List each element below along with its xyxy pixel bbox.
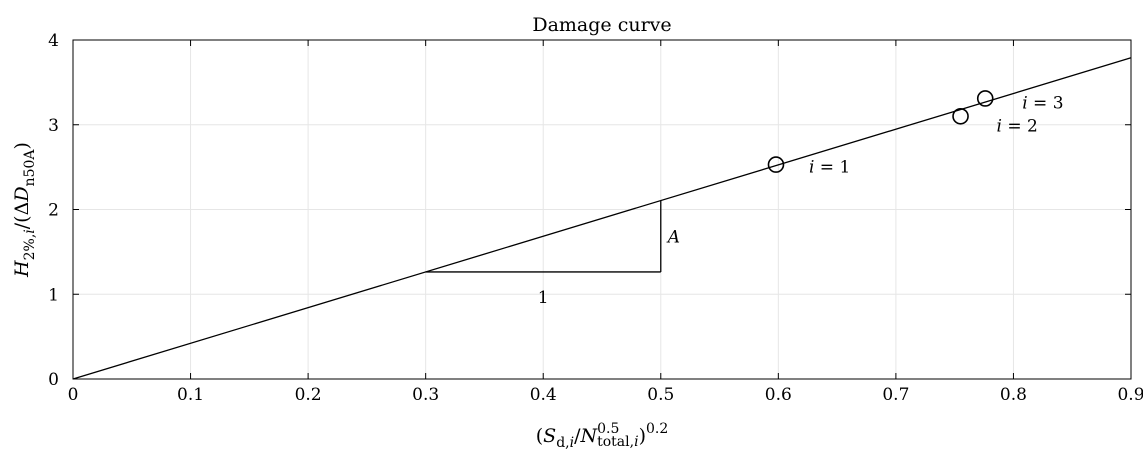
grid	[73, 40, 1131, 379]
point-label: i = 3	[1022, 93, 1063, 113]
y-tick-label: 1	[48, 285, 59, 305]
chart-title: Damage curve	[532, 14, 671, 36]
x-tick-label: 0.9	[1117, 385, 1143, 405]
x-tick-label: 0.5	[647, 385, 674, 405]
y-axis-label: H2%,i/(ΔDn50A)	[11, 142, 38, 278]
y-tick-label: 2	[48, 201, 59, 221]
data-point	[952, 107, 969, 125]
x-tick-label: 0.6	[765, 385, 792, 405]
x-tick-label: 0.3	[412, 385, 439, 405]
y-tick-label: 4	[48, 31, 59, 51]
point-label: i = 1	[809, 158, 850, 178]
x-axis-label: (Sd,i/N0.5 total,i)0.2	[536, 421, 669, 451]
point-label: i = 2	[997, 116, 1038, 136]
x-tick-label: 0.2	[295, 385, 322, 405]
slope-run-label: 1	[538, 288, 549, 308]
data-point	[767, 156, 785, 173]
y-tick-label: 0	[48, 370, 59, 390]
x-tick-label: 0.7	[882, 385, 909, 405]
axis-ticks: 0 0.1 0.2 0.3 0.4 0.5 0.6 0.7 0.8 0.9 0 1 2 3 4	[48, 31, 1143, 405]
x-tick-label: 0.4	[530, 385, 557, 405]
fit-line	[72, 57, 1132, 380]
data-point	[976, 90, 994, 107]
slope-rise-label: A	[666, 227, 680, 247]
data-layer: 1 Ai = 1 i = 2 i = 3	[72, 57, 1132, 380]
y-tick-label: 3	[48, 116, 59, 136]
x-tick-label: 0.8	[1000, 385, 1027, 405]
x-tick-label: 0	[68, 385, 79, 405]
x-tick-label: 0.1	[177, 385, 204, 405]
